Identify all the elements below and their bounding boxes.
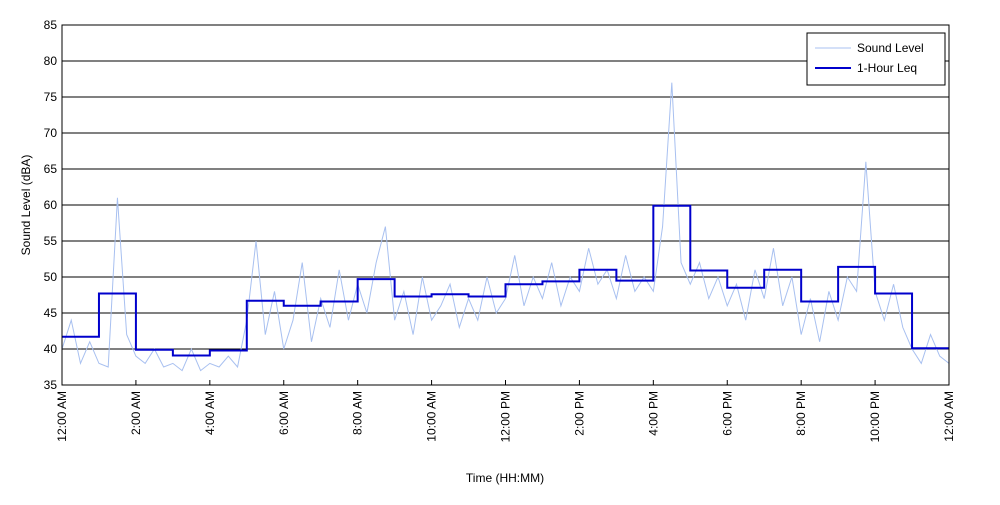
y-tick-label: 60	[44, 198, 58, 212]
x-tick-label: 10:00 PM	[868, 391, 882, 442]
y-tick-label: 40	[44, 342, 58, 356]
x-tick-label: 12:00 AM	[942, 391, 956, 442]
y-tick-label: 45	[44, 306, 58, 320]
x-tick-label: 12:00 AM	[55, 391, 69, 442]
y-tick-label: 55	[44, 234, 58, 248]
y-tick-label: 75	[44, 90, 58, 104]
x-tick-label: 8:00 AM	[351, 391, 365, 435]
legend-label: 1-Hour Leq	[857, 61, 917, 75]
legend-box	[806, 32, 946, 86]
x-tick-label: 2:00 PM	[572, 391, 586, 436]
series-line	[62, 204, 949, 357]
y-tick-label: 80	[44, 54, 58, 68]
legend-label: Sound Level	[857, 41, 924, 55]
series-line	[61, 82, 950, 372]
x-tick-label: 6:00 AM	[277, 391, 291, 435]
x-tick-label: 10:00 AM	[425, 391, 439, 442]
x-tick-label: 12:00 PM	[499, 391, 513, 442]
x-tick-label: 2:00 AM	[129, 391, 143, 435]
x-tick-label: 4:00 AM	[203, 391, 217, 435]
x-tick-label: 6:00 PM	[720, 391, 734, 436]
y-tick-label: 85	[44, 18, 58, 32]
y-axis-label: Sound Level (dBA)	[19, 155, 33, 256]
y-tick-label: 65	[44, 162, 58, 176]
x-tick-label: 8:00 PM	[794, 391, 808, 436]
plot-frame	[61, 24, 950, 386]
y-tick-label: 35	[44, 378, 58, 392]
y-tick-label: 50	[44, 270, 58, 284]
x-tick-label: 4:00 PM	[646, 391, 660, 436]
x-axis-label: Time (HH:MM)	[466, 471, 544, 485]
y-tick-label: 70	[44, 126, 58, 140]
